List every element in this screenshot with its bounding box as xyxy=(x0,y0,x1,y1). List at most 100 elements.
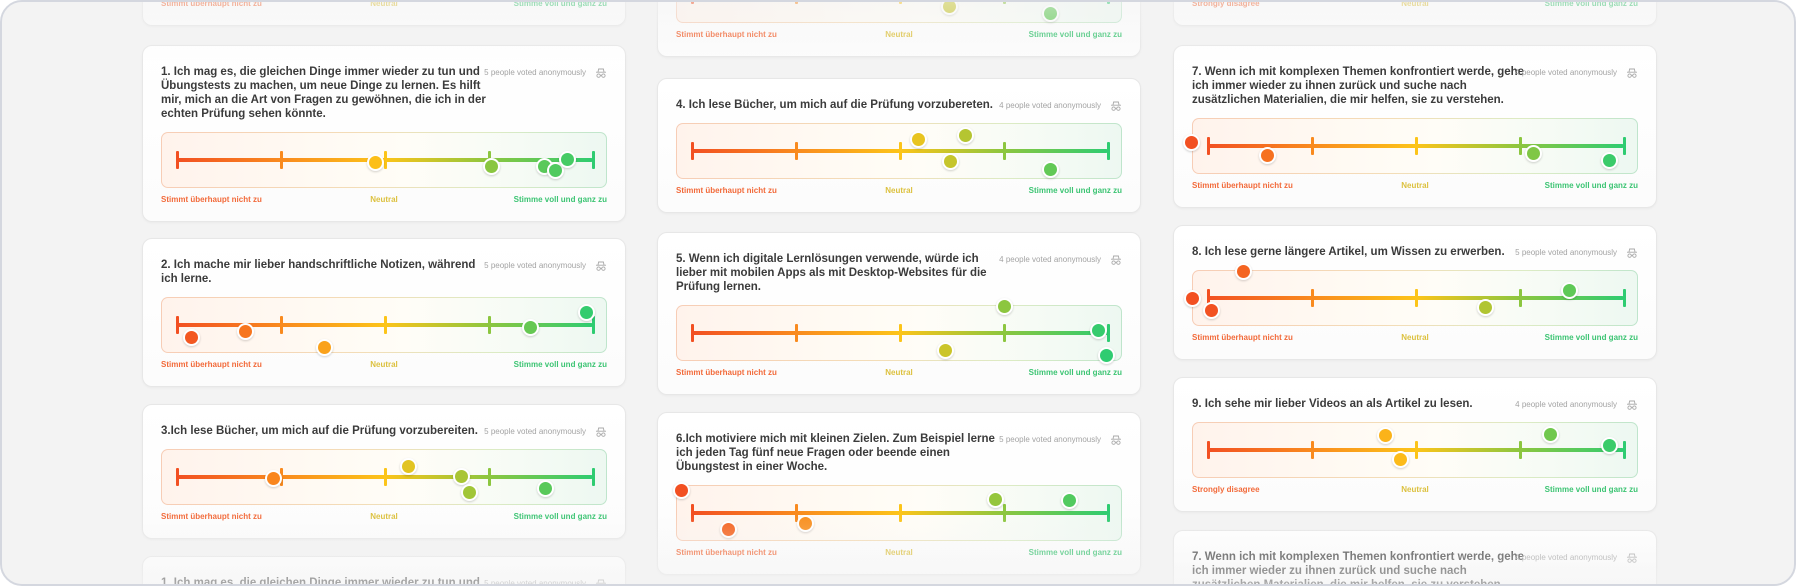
label-disagree: Stimmt überhaupt nicht zu xyxy=(161,195,262,204)
vote-dot[interactable] xyxy=(482,157,500,175)
vote-dot[interactable] xyxy=(910,130,928,148)
scale-tick xyxy=(1002,2,1006,4)
question-title: 7. Wenn ich mit komplexen Themen konfron… xyxy=(1192,66,1525,106)
label-neutral: Neutral xyxy=(1401,485,1429,494)
vote-dot[interactable] xyxy=(558,150,576,168)
vote-dot[interactable] xyxy=(578,303,596,321)
poll-card: 1. Ich mag es, die gleichen Dinge immer … xyxy=(142,556,626,586)
scale-labels: Stimmt überhaupt nicht zu Neutral Stimme… xyxy=(1192,333,1638,343)
label-disagree: Strongly disagree xyxy=(1192,0,1260,8)
likert-scale xyxy=(1183,262,1638,326)
vote-dot[interactable] xyxy=(719,520,737,538)
vote-dot[interactable] xyxy=(941,2,959,15)
vote-dot[interactable] xyxy=(522,318,540,336)
vote-dot[interactable] xyxy=(1202,301,1220,319)
vote-dot[interactable] xyxy=(1061,491,1079,509)
vote-dot[interactable] xyxy=(937,341,955,359)
vote-dot[interactable] xyxy=(1042,160,1060,178)
vote-count: 5 people voted anonymously xyxy=(484,578,586,586)
label-disagree: Stimmt überhaupt nicht zu xyxy=(676,548,777,557)
scale-tick xyxy=(1622,289,1626,307)
label-neutral: Neutral xyxy=(1401,181,1429,190)
vote-dot[interactable] xyxy=(995,297,1013,315)
incognito-icon xyxy=(1626,246,1638,258)
vote-dot[interactable] xyxy=(1090,321,1108,339)
label-neutral: Neutral xyxy=(370,360,398,369)
vote-info: 4 people voted anonymously xyxy=(999,98,1122,112)
vote-dot[interactable] xyxy=(673,481,691,499)
scale-tick xyxy=(591,316,595,334)
vote-dot[interactable] xyxy=(453,467,471,485)
label-neutral: Neutral xyxy=(885,368,913,377)
vote-dot[interactable] xyxy=(367,153,385,171)
scale-tick xyxy=(1518,137,1522,155)
vote-dot[interactable] xyxy=(1477,298,1495,316)
vote-dot[interactable] xyxy=(547,161,565,179)
vote-dot[interactable] xyxy=(1391,450,1409,468)
vote-dot[interactable] xyxy=(796,514,814,532)
card-header: 8. Ich lese gerne längere Artikel, um Wi… xyxy=(1192,245,1638,259)
label-disagree: Stimmt überhaupt nicht zu xyxy=(676,368,777,377)
scale-tick xyxy=(1622,441,1626,459)
vote-dot[interactable] xyxy=(942,152,960,170)
vote-dot[interactable] xyxy=(265,469,283,487)
vote-count: 4 people voted anonymously xyxy=(999,100,1101,110)
label-neutral: Neutral xyxy=(1401,0,1429,8)
label-agree: Stimme voll und ganz zu xyxy=(1028,30,1123,39)
vote-info: 5 people voted anonymously xyxy=(484,424,607,438)
card-header: 7. Wenn ich mit komplexen Themen konfron… xyxy=(1192,550,1638,584)
vote-dot[interactable] xyxy=(1042,4,1060,22)
likert-scale xyxy=(161,449,607,505)
scale-labels: Stimmt überhaupt nicht zu Neutral Stimme… xyxy=(161,195,607,205)
scale-labels: Stimmt überhaupt nicht zu Neutral Stimme… xyxy=(161,0,607,9)
vote-dot[interactable] xyxy=(1234,262,1252,280)
vote-dot[interactable] xyxy=(1258,146,1276,164)
vote-dot[interactable] xyxy=(1182,133,1200,151)
label-agree: Stimme voll und ganz zu xyxy=(1544,333,1639,342)
vote-dot[interactable] xyxy=(400,457,418,475)
vote-count: 4 people voted anonymously xyxy=(1515,552,1617,562)
scale-tick xyxy=(1106,504,1110,522)
scale-tick xyxy=(591,151,595,169)
question-title: 4. Ich lese Bücher, um mich auf die Prüf… xyxy=(676,99,993,111)
vote-dot[interactable] xyxy=(987,490,1005,508)
vote-dot[interactable] xyxy=(536,479,554,497)
scale-tick xyxy=(487,468,491,486)
likert-scale xyxy=(676,297,1122,364)
poll-card: 1. Ich mag es, die gleichen Dinge immer … xyxy=(142,45,626,222)
label-agree: Stimme voll und ganz zu xyxy=(1544,181,1639,190)
poll-card: 8. Ich lese gerne längere Artikel, um Wi… xyxy=(1173,225,1657,360)
vote-dot[interactable] xyxy=(1561,281,1579,299)
poll-card: 7. Wenn ich mit komplexen Themen konfron… xyxy=(1173,530,1657,584)
label-agree: Stimme voll und ganz zu xyxy=(1544,485,1639,494)
scale-labels: Stimmt überhaupt nicht zu Neutral Stimme… xyxy=(676,186,1122,196)
vote-dot[interactable] xyxy=(957,126,975,144)
vote-dot[interactable] xyxy=(183,328,201,346)
vote-count: 4 people voted anonymously xyxy=(1515,67,1617,77)
label-disagree: Stimmt überhaupt nicht zu xyxy=(676,30,777,39)
vote-dot[interactable] xyxy=(1600,151,1618,169)
incognito-icon xyxy=(1110,433,1122,445)
label-disagree: Strongly disagree xyxy=(1192,485,1260,494)
vote-dot[interactable] xyxy=(1183,289,1201,307)
scale-tick xyxy=(1310,289,1314,307)
vote-dot[interactable] xyxy=(316,338,334,356)
scale-labels: Stimmt überhaupt nicht zu Neutral Stimme… xyxy=(1192,181,1638,191)
scale-tick xyxy=(1414,137,1418,155)
vote-dot[interactable] xyxy=(237,322,255,340)
scale-tick xyxy=(279,316,283,334)
incognito-icon xyxy=(595,66,607,78)
vote-dot[interactable] xyxy=(1377,426,1395,444)
scale-tick xyxy=(279,151,283,169)
vote-dot[interactable] xyxy=(1541,425,1559,443)
poll-card: 3.Ich lese Bücher, um mich auf die Prüfu… xyxy=(142,404,626,539)
vote-dot[interactable] xyxy=(1098,346,1116,364)
scale-tick xyxy=(690,504,694,522)
vote-dot[interactable] xyxy=(1525,144,1543,162)
label-neutral: Neutral xyxy=(370,0,398,8)
incognito-icon xyxy=(1110,99,1122,111)
incognito-icon xyxy=(1626,66,1638,78)
vote-dot[interactable] xyxy=(1600,436,1618,454)
vote-dot[interactable] xyxy=(460,483,478,501)
